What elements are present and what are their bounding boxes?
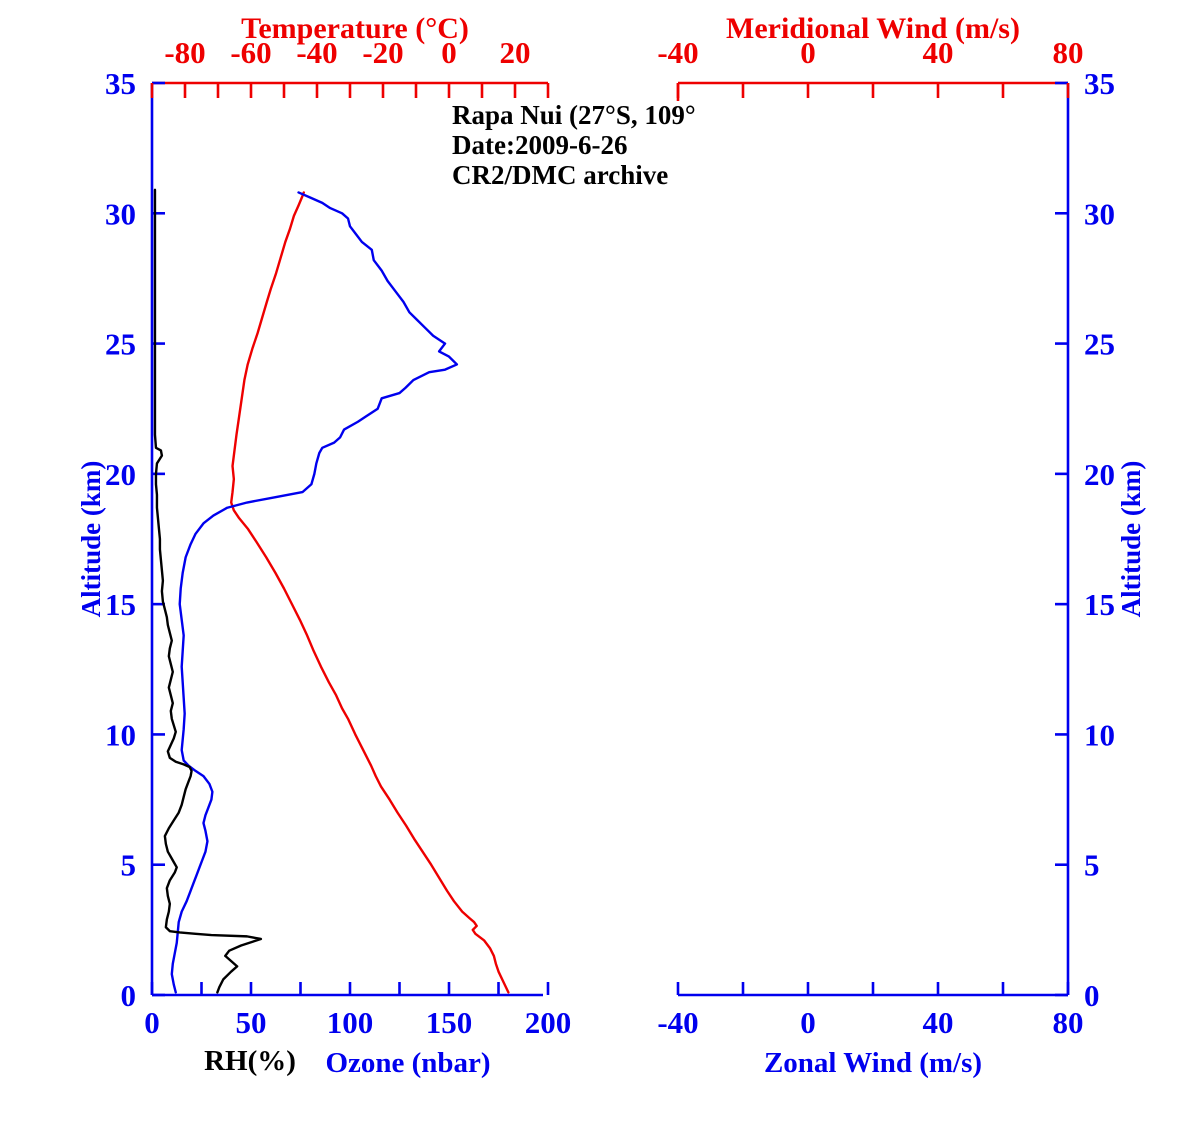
left-y-tick-label: 25 — [105, 327, 136, 362]
meridional-wind-tick-label: 40 — [923, 35, 954, 70]
temperature-tick-label: -80 — [164, 35, 205, 70]
left-y-tick-label: 30 — [105, 196, 136, 231]
series-temperaturec — [229, 191, 510, 994]
temperature-tick-label: 20 — [500, 35, 531, 70]
left-y-tick-label: 20 — [105, 457, 136, 492]
annotation-line-1: Rapa Nui (27°S, 109° — [452, 100, 696, 130]
left-y-tick-label: 10 — [105, 717, 136, 752]
left-bottom-tick-label: 0 — [144, 1005, 160, 1040]
meridional-wind-tick-label: -40 — [657, 35, 698, 70]
rh-axis-title: RH(%) — [204, 1045, 296, 1077]
right-y-tick-label: 25 — [1084, 327, 1115, 362]
meridional-wind-axis-title: Meridional Wind (m/s) — [726, 12, 1020, 45]
temperature-axis-title: Temperature (°C) — [241, 12, 469, 45]
left-y-tick-label: 0 — [121, 978, 137, 1013]
meridional-wind-tick-label: 0 — [800, 35, 816, 70]
left-y-tick-label: 35 — [105, 66, 136, 101]
left-y-tick-label: 5 — [121, 848, 137, 883]
right-y-tick-label: 30 — [1084, 196, 1115, 231]
left-bottom-tick-label: 50 — [236, 1005, 267, 1040]
left-y-tick-label: 15 — [105, 587, 136, 622]
right-y-tick-label: 20 — [1084, 457, 1115, 492]
temperature-tick-label: -60 — [230, 35, 271, 70]
temperature-tick-label: -20 — [362, 35, 403, 70]
right-y-tick-label: 5 — [1084, 848, 1100, 883]
left-bottom-tick-label: 200 — [525, 1005, 572, 1040]
series-rh — [153, 188, 263, 994]
series-ozonenbar — [170, 191, 459, 994]
left-bottom-tick-label: 150 — [426, 1005, 473, 1040]
zonal-wind-tick-label: 0 — [800, 1005, 816, 1040]
meridional-wind-tick-label: 80 — [1053, 35, 1084, 70]
left-bottom-tick-label: 100 — [327, 1005, 374, 1040]
right-y-tick-label: 15 — [1084, 587, 1115, 622]
right-y-axis-title: Altitude (km) — [1116, 461, 1146, 618]
zonal-wind-axis-title: Zonal Wind (m/s) — [764, 1047, 982, 1079]
right-y-tick-label: 35 — [1084, 66, 1115, 101]
zonal-wind-tick-label: 40 — [923, 1005, 954, 1040]
right-y-tick-label: 0 — [1084, 978, 1100, 1013]
ozone-axis-title: Ozone (nbar) — [325, 1047, 490, 1079]
annotation-line-2: Date:2009-6-26 — [452, 130, 627, 160]
annotation-line-3: CR2/DMC archive — [452, 160, 668, 190]
zonal-wind-tick-label: 80 — [1053, 1005, 1084, 1040]
right-y-tick-label: 10 — [1084, 717, 1115, 752]
left-y-axis-title: Altitude (km) — [76, 461, 106, 618]
zonal-wind-tick-label: -40 — [657, 1005, 698, 1040]
temperature-tick-label: 0 — [441, 35, 457, 70]
temperature-tick-label: -40 — [296, 35, 337, 70]
